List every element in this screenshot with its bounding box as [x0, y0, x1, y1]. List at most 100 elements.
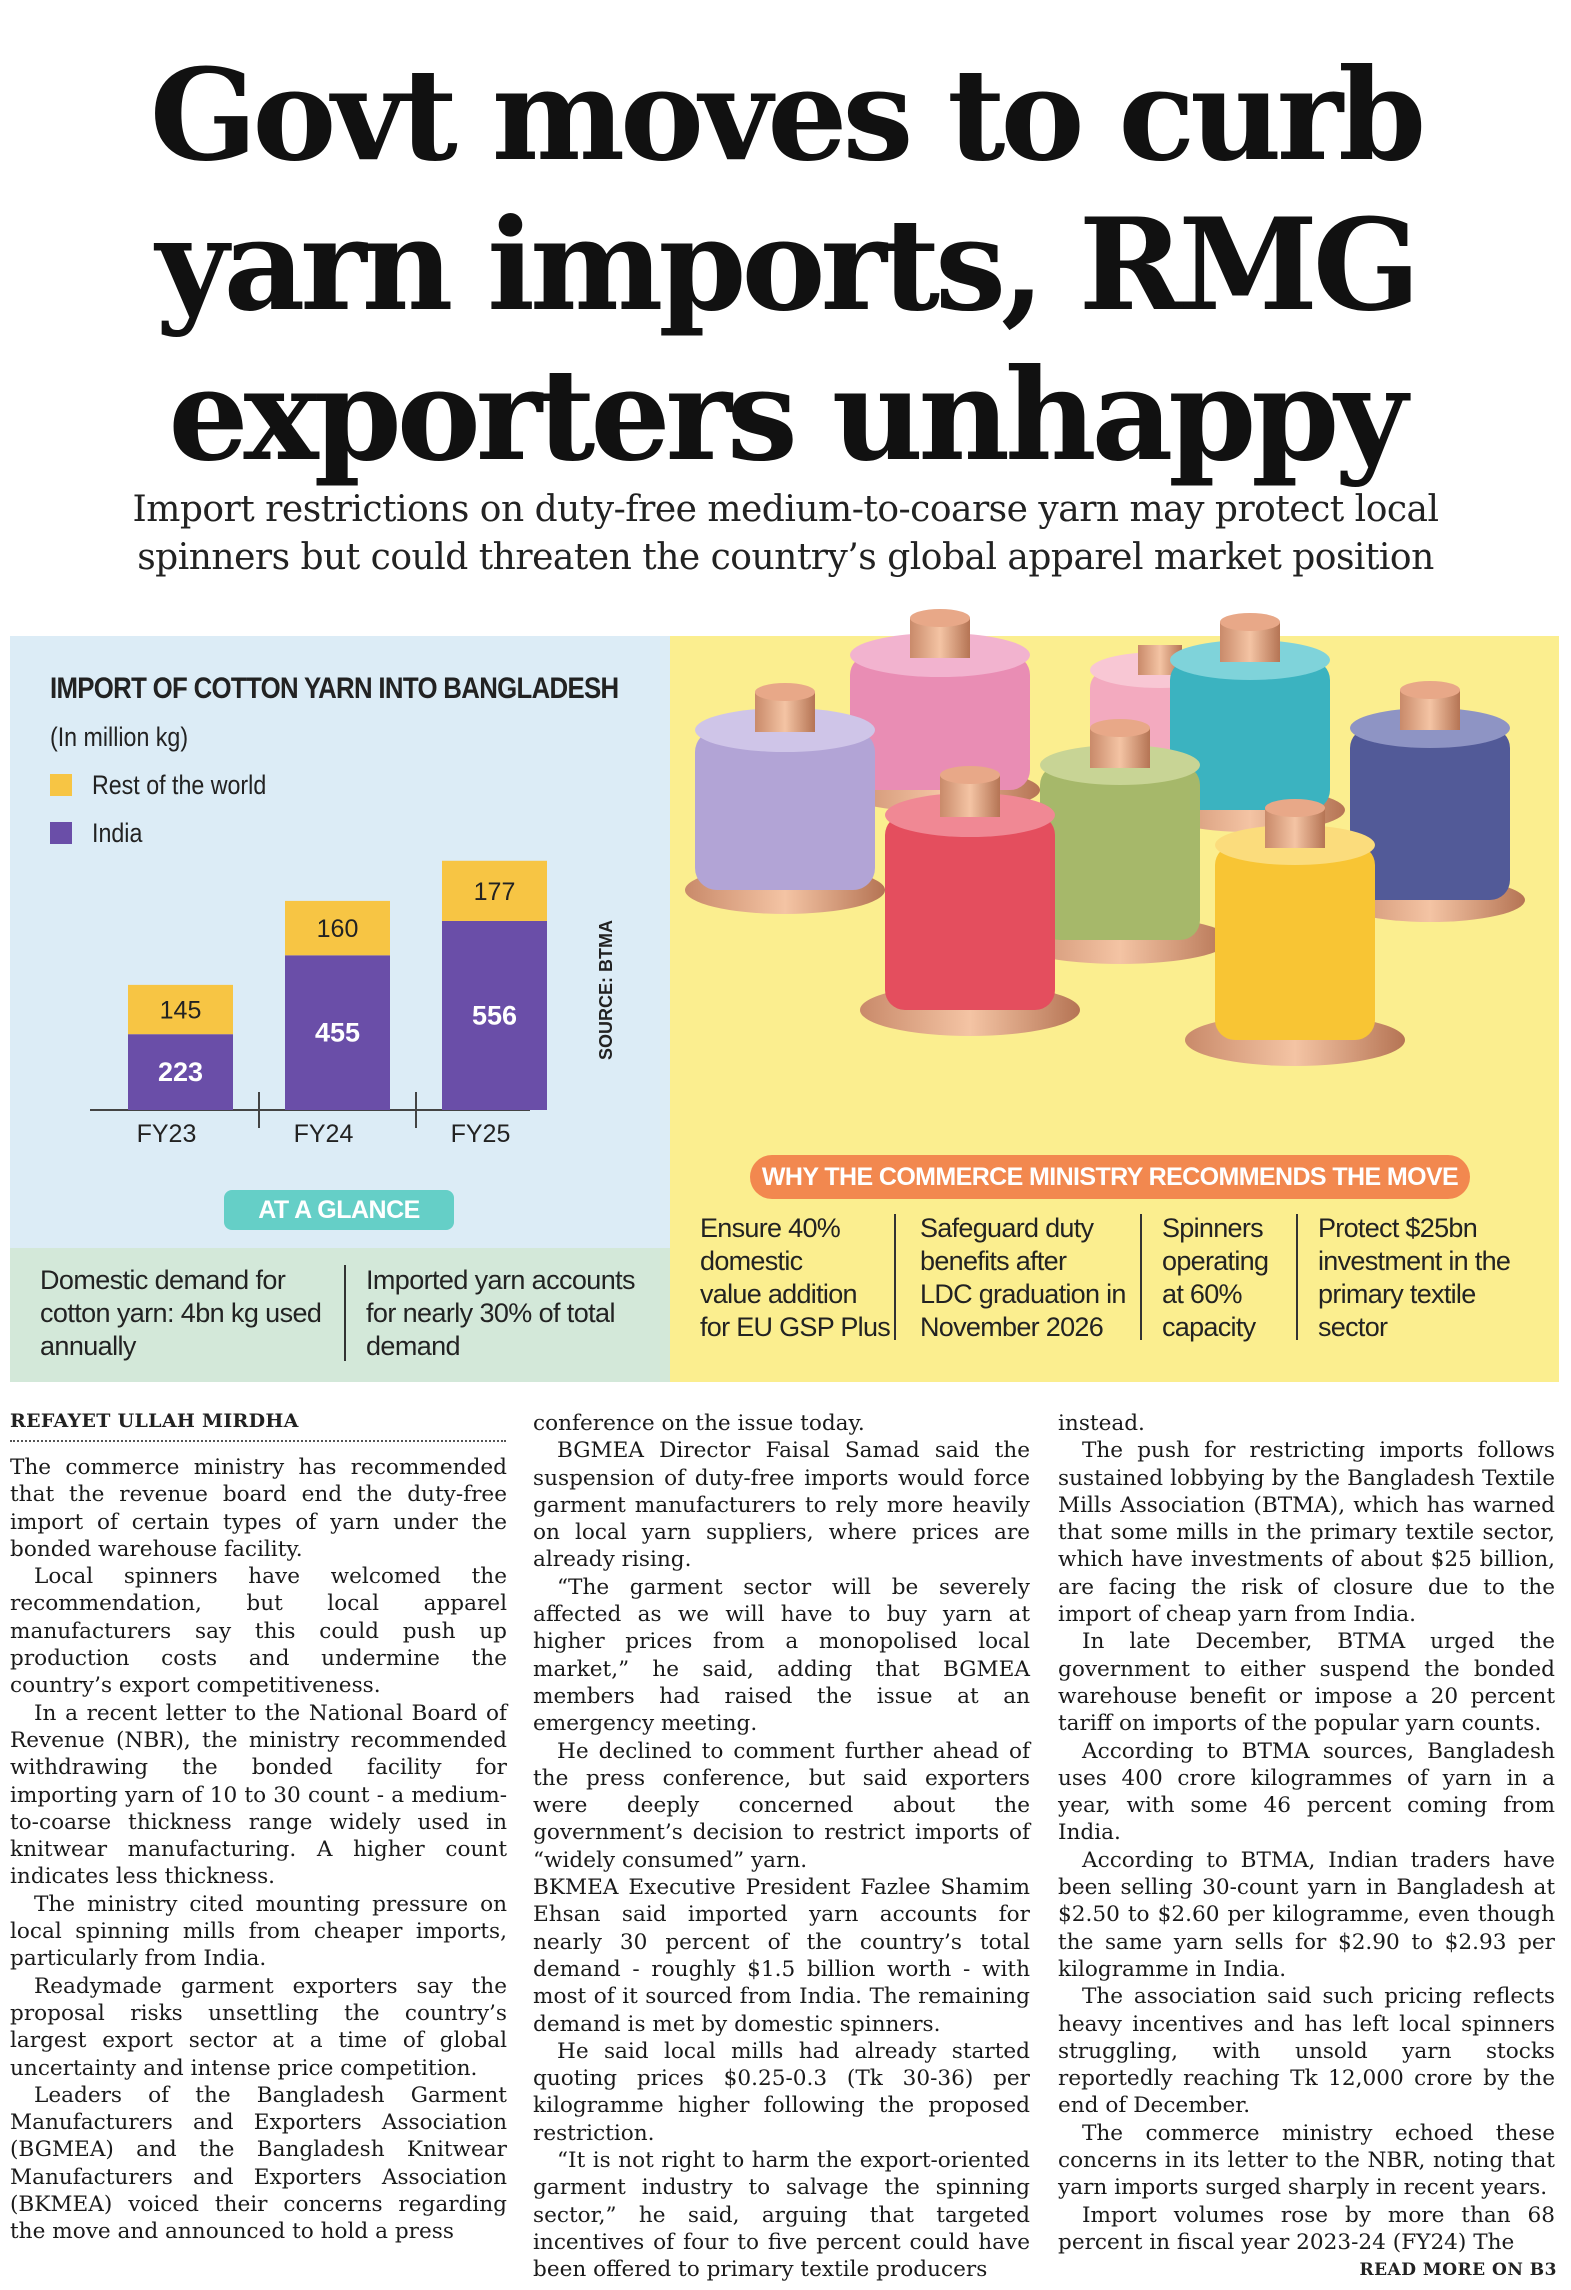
why-item-line: primary textile: [1318, 1279, 1476, 1309]
why-item-line: investment in the: [1318, 1246, 1511, 1276]
paragraph: The push for restricting imports follows…: [1058, 1438, 1555, 1628]
why-item-line: November 2026: [920, 1312, 1104, 1342]
why-ministry-badge: WHY THE COMMERCE MINISTRY RECOMMENDS THE…: [750, 1155, 1470, 1199]
glance-item-imported-line: demand: [366, 1331, 461, 1361]
byline: REFAYET ULLAH MIRDHA: [10, 1410, 299, 1432]
why-item-line: capacity: [1162, 1312, 1256, 1342]
paragraph: BKMEA Executive President Fazlee Shamim …: [533, 1875, 1030, 2037]
why-item-investment: Protect $25bn investment in the primary …: [1318, 1212, 1511, 1344]
paragraph: Local spinners have welcomed the recomme…: [10, 1564, 507, 1699]
data-label-india-fy25: 556: [472, 1000, 517, 1030]
data-label-india-fy24: 455: [315, 1018, 360, 1048]
why-item-spinners: Spinners operating at 60% capacity: [1162, 1212, 1269, 1344]
bar-segment-rest-fy23: [128, 984, 233, 1035]
paragraph: The association said such pricing reflec…: [1058, 1984, 1555, 2119]
why-item-line: benefits after: [920, 1246, 1067, 1276]
why-item-gsp: Ensure 40% domestic value addition for E…: [700, 1212, 891, 1344]
why-item-line: operating: [1162, 1246, 1269, 1276]
glance-item-demand-line: annually: [40, 1331, 136, 1361]
legend-item-rest: Rest of the world: [50, 770, 295, 800]
paragraph: “It is not right to harm the export-orie…: [533, 2148, 1030, 2283]
why-item-line: Protect $25bn: [1318, 1213, 1478, 1243]
x-tick-label-fy23: FY23: [137, 1120, 197, 1148]
spool-yellow: [1185, 799, 1405, 1066]
why-item-line: value addition: [700, 1279, 858, 1309]
read-more-link[interactable]: READ MORE ON B3: [1359, 2260, 1557, 2280]
paragraph: According to BTMA sources, Bangladesh us…: [1058, 1738, 1555, 1846]
paragraph: instead.: [1058, 1411, 1145, 1436]
headline-line-1: Govt moves to curb: [149, 41, 1426, 189]
subheadline: Import restrictions on duty-free medium-…: [0, 486, 1571, 582]
bar-segment-rest-fy25: [442, 860, 547, 921]
data-label-rest-fy23: 145: [160, 997, 202, 1025]
legend-label-india: India: [92, 817, 143, 848]
why-divider: [1140, 1214, 1142, 1340]
paragraph: According to BTMA, Indian traders have b…: [1058, 1847, 1555, 1982]
glance-panel: [10, 1248, 670, 1382]
article-column-1: The commerce ministry has recommended th…: [10, 1454, 507, 2246]
bar-segment-india-fy24: [285, 955, 390, 1110]
article-column-3: instead. The push for restricting import…: [1058, 1410, 1555, 2256]
headline-line-3: exporters unhappy: [168, 341, 1407, 489]
paragraph: In late December, BTMA urged the governm…: [1058, 1629, 1555, 1737]
x-tick-label-fy24: FY24: [294, 1120, 354, 1148]
headline-line-2: yarn imports, RMG: [155, 191, 1420, 339]
bar-segment-rest-fy24: [285, 900, 390, 956]
why-item-line: LDC graduation in: [920, 1279, 1126, 1309]
paragraph: He said local mills had already started …: [533, 2038, 1030, 2146]
data-label-india-fy23: 223: [158, 1057, 203, 1087]
paragraph: The ministry cited mounting pressure on …: [10, 1891, 507, 1972]
data-label-rest-fy25: 177: [474, 878, 516, 906]
glance-item-imported-share: Imported yarn accounts for nearly 30% of…: [366, 1264, 636, 1363]
data-label-rest-fy24: 160: [317, 915, 359, 943]
glance-item-imported-line: for nearly 30% of total: [366, 1298, 615, 1328]
chart-source: SOURCE: BTMA: [596, 920, 616, 1060]
paragraph: He declined to comment further ahead of …: [533, 1738, 1030, 1873]
why-divider: [894, 1214, 896, 1340]
why-item-line: Ensure 40%: [700, 1213, 841, 1243]
why-item-line: at 60%: [1162, 1279, 1243, 1309]
paragraph: BGMEA Director Faisal Samad said the sus…: [533, 1438, 1030, 1573]
why-item-line: for EU GSP Plus: [700, 1312, 891, 1342]
legend-swatch-india: [50, 822, 72, 844]
glance-item-imported-line: Imported yarn accounts: [366, 1265, 636, 1295]
headline: Govt moves to curb yarn imports, RMG exp…: [0, 40, 1571, 490]
spool-lavender: [685, 683, 885, 914]
bar-segment-india-fy23: [128, 1034, 233, 1110]
subheadline-line-1: Import restrictions on duty-free medium-…: [132, 489, 1439, 530]
x-tick-label-fy25: FY25: [451, 1120, 511, 1148]
at-a-glance-badge: AT A GLANCE: [224, 1190, 454, 1230]
glance-item-demand-line: cotton yarn: 4bn kg used: [40, 1298, 322, 1328]
legend-item-india: India: [50, 818, 151, 848]
byline-rule: [10, 1440, 506, 1442]
paragraph: “The garment sector will be severely aff…: [533, 1574, 1030, 1737]
subheadline-line-2: spinners but could threaten the country’…: [137, 537, 1434, 578]
glance-item-demand-line: Domestic demand for: [40, 1265, 286, 1295]
paragraph: Leaders of the Bangladesh Garment Manufa…: [10, 2082, 507, 2245]
paragraph: In a recent letter to the National Board…: [10, 1700, 507, 1890]
why-item-line: sector: [1318, 1312, 1388, 1342]
glance-item-demand: Domestic demand for cotton yarn: 4bn kg …: [40, 1264, 322, 1363]
paragraph: conference on the issue today.: [533, 1411, 865, 1436]
yarn-spools-illustration: [685, 609, 1525, 1066]
spool-red: [860, 766, 1080, 1036]
chart-unit: (In million kg): [50, 722, 189, 752]
legend-swatch-rest: [50, 774, 72, 796]
paragraph: The commerce ministry has recommended th…: [10, 1455, 507, 1562]
stacked-bar-chart: 223 145 FY23 455 160 FY24 556 177 FY25: [90, 860, 547, 1148]
spool-green: [1010, 719, 1230, 964]
paragraph: Import volumes rose by more than 68 perc…: [1058, 2202, 1555, 2255]
why-item-line: Spinners: [1162, 1213, 1264, 1243]
glance-divider: [344, 1265, 346, 1361]
why-divider: [1296, 1214, 1298, 1340]
why-item-ldc: Safeguard duty benefits after LDC gradua…: [920, 1212, 1126, 1344]
paragraph: Readymade garment exporters say the prop…: [10, 1973, 507, 2081]
paragraph: The commerce ministry echoed these conce…: [1058, 2120, 1555, 2201]
chart-title: IMPORT OF COTTON YARN INTO BANGLADESH: [50, 672, 619, 705]
spool-navy: [1335, 681, 1525, 922]
article-column-2: conference on the issue today. BGMEA Dir…: [533, 1410, 1030, 2284]
why-item-line: domestic: [700, 1246, 803, 1276]
bar-segment-india-fy25: [442, 920, 547, 1110]
legend-label-rest: Rest of the world: [92, 769, 267, 800]
why-item-line: Safeguard duty: [920, 1213, 1094, 1243]
